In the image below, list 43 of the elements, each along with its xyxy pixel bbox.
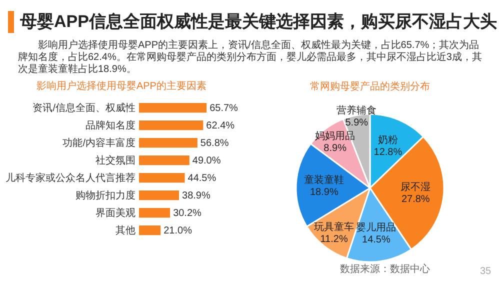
data-label: 8.9% bbox=[324, 143, 347, 154]
text: 影响用户选择使用母婴APP的主要因素上，资讯/信息全面、权威性最为关键，占比65.7%；其次为品牌知名度，占比62.4%。在常网购母婴产品的类别分布方面，婴儿必需品最多，其中尿不湿占比近3成，其次是童装童鞋占比18.9%。 bbox=[18, 40, 483, 76]
text: 母婴APP信息全面权威性是最关键选择因素，购买尿不湿占大头 bbox=[20, 11, 497, 33]
y-tick-label: 儿科专家或公众名人代言推荐 bbox=[6, 172, 136, 184]
data-label: 49.0% bbox=[192, 155, 221, 166]
bar bbox=[139, 225, 161, 236]
y-tick-label: 资讯/信息全面、权威性 bbox=[32, 102, 136, 114]
data-label: 65.7% bbox=[210, 102, 238, 114]
data-label: 38.9% bbox=[182, 190, 210, 202]
slice-label: 童装童鞋 bbox=[304, 174, 344, 186]
data-label: 27.8% bbox=[401, 194, 430, 205]
data-label: 21.0% bbox=[164, 225, 192, 236]
chart-title: 影响用户选择使用母婴APP的主要因素 bbox=[36, 80, 206, 92]
data-label: 5.9% bbox=[345, 118, 368, 129]
slice-label: 奶粉 bbox=[378, 134, 398, 146]
slice-label: 妈妈用品 bbox=[315, 131, 356, 142]
y-tick-label: 购物折扣力度 bbox=[76, 189, 136, 202]
data-label: 11.2% bbox=[320, 234, 348, 246]
y-tick-label: 品牌知名度 bbox=[86, 119, 136, 132]
bar bbox=[139, 138, 198, 148]
y-tick-label: 功能/内容丰富度 bbox=[62, 136, 136, 149]
data-label: 62.4% bbox=[206, 120, 235, 132]
data-label: 14.5% bbox=[362, 234, 390, 246]
data-label: 18.9% bbox=[310, 186, 338, 198]
data-label: 30.2% bbox=[173, 208, 202, 219]
bar bbox=[139, 102, 207, 113]
bar bbox=[139, 208, 170, 218]
source-note: 数据来源：数据中心 bbox=[340, 262, 430, 276]
data-label: 56.8% bbox=[200, 138, 229, 149]
text: 35 bbox=[480, 266, 492, 277]
data-label: 12.8% bbox=[374, 146, 402, 158]
bar bbox=[139, 120, 204, 130]
slice-label: 尿不湿 bbox=[400, 180, 431, 193]
slice-label: 营养辅食 bbox=[336, 104, 377, 117]
bar bbox=[139, 155, 190, 166]
y-tick-label: 社交氛围 bbox=[96, 154, 136, 166]
chart-title: 常网购母婴产品的类别分布 bbox=[310, 80, 430, 93]
bar bbox=[139, 190, 180, 200]
bar bbox=[139, 172, 185, 183]
y-tick-label: 其他 bbox=[116, 224, 136, 236]
data-label: 44.5% bbox=[188, 172, 216, 184]
y-tick-label: 界面美观 bbox=[96, 206, 136, 219]
slice-label: 玩具童车 bbox=[314, 221, 354, 234]
